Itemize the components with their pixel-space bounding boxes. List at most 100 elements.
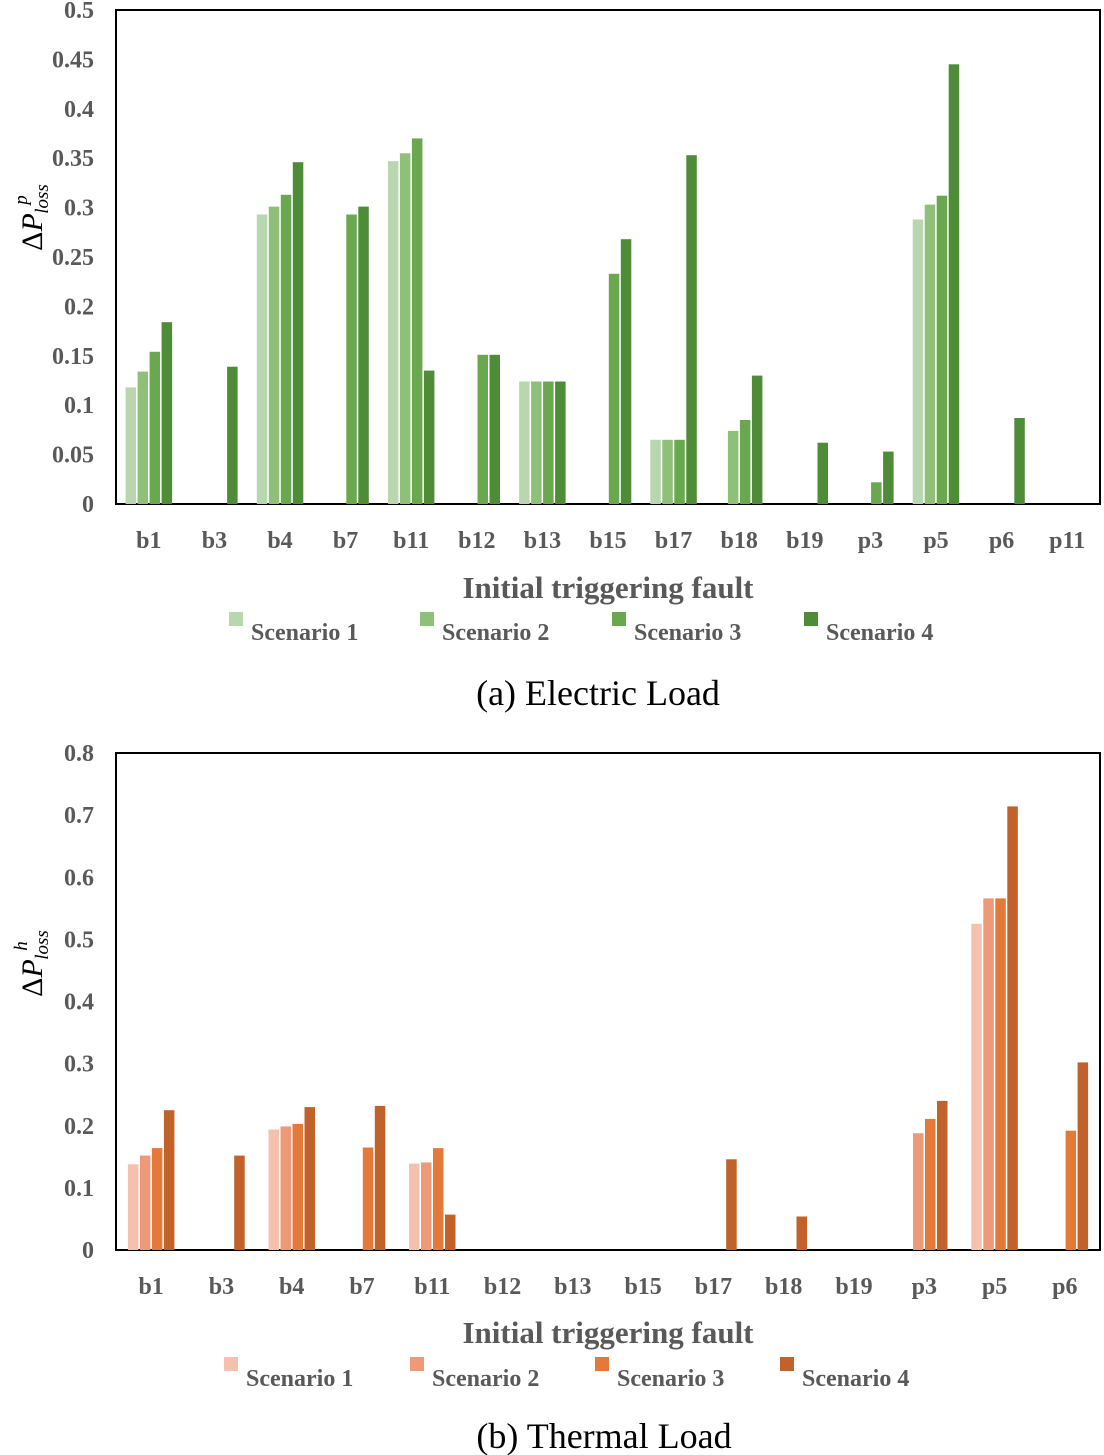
x-category-label: p3 (858, 528, 883, 554)
legend-label: Scenario 1 (246, 1366, 353, 1392)
bar-b12-s3 (477, 354, 488, 504)
thermal-load-chart: 0 0.1 0.2 0.3 0.4 0.5 0.6 0.7 0.8 b1 b3 b4 b7 b11 b12… (11, 741, 1101, 1455)
bar-b7-s3 (346, 214, 357, 504)
bar-b13-s3 (543, 381, 554, 504)
bar-b11-s4 (423, 370, 435, 504)
x-category-label: b4 (267, 528, 292, 554)
y-tick-label: 0.4 (64, 97, 94, 123)
bar-b1-s2 (139, 1155, 151, 1250)
legend-swatch (420, 612, 434, 626)
legend-label: Scenario 4 (802, 1366, 909, 1392)
legend-swatch (410, 1357, 424, 1371)
bar-b4-s2 (280, 1126, 291, 1250)
bar-p5-s1 (912, 219, 924, 504)
bar-p5-s2 (983, 898, 994, 1250)
x-category-label: b18 (765, 1274, 802, 1300)
caption: (a) Electric Load (476, 673, 720, 713)
bar-p5-s4 (948, 64, 960, 505)
bar-b13-s2 (531, 381, 542, 504)
bar-p6-s4 (1077, 1062, 1089, 1250)
bar-b7-s4 (358, 206, 369, 504)
bar-p5-s4 (1007, 806, 1018, 1250)
bar-b1-s2 (137, 371, 149, 504)
x-category-label: b15 (589, 528, 626, 554)
y-axis-label-sup: h (11, 941, 32, 951)
x-category-label: b17 (655, 528, 692, 554)
bar-b7-s4 (374, 1105, 386, 1250)
y-tick-label: 0 (82, 1238, 94, 1264)
bar-b17-s4 (686, 155, 697, 504)
x-category-label: p6 (989, 528, 1014, 554)
bar-b7-s3 (362, 1147, 374, 1250)
legend: Scenario 1 Scenario 2 Scenario 3 Scenario 4 (229, 612, 933, 646)
legend-item: Scenario 4 (780, 1357, 909, 1392)
bar-b4-s3 (292, 1123, 303, 1250)
bar-p5-s1 (971, 923, 982, 1250)
bar-b3-s4 (227, 366, 238, 504)
x-category-label: p6 (1052, 1274, 1077, 1300)
bar-b4-s4 (292, 162, 304, 504)
y-tick-label: 0.05 (52, 443, 94, 469)
legend-label: Scenario 1 (251, 620, 358, 646)
bar-b1-s3 (149, 351, 161, 504)
legend-item: Scenario 3 (595, 1357, 724, 1392)
bar-b17-s4 (726, 1159, 737, 1250)
bar-p6-s4 (1014, 418, 1025, 504)
legend-label: Scenario 3 (634, 620, 741, 646)
x-category-labels: b1 b3 b4 b7 b11 b12 b13 b15 b17 b18 b19 p3 p5 p6 p11 (136, 528, 1085, 554)
y-tick-label: 0.5 (64, 927, 94, 953)
y-tick-label: 0.4 (64, 990, 94, 1016)
bar-p3-s3 (871, 482, 882, 504)
bar-b4-s1 (256, 214, 268, 504)
y-axis-label: ΔP (16, 213, 49, 251)
x-category-label: b4 (279, 1274, 304, 1300)
legend-label: Scenario 2 (442, 620, 549, 646)
bar-b18-s3 (739, 420, 751, 504)
x-category-labels: b1 b3 b4 b7 b11 b12 b13 b15 b17 b18 b19 p3 p5 p6 (138, 1274, 1077, 1300)
bar-layer (125, 64, 1025, 505)
y-tick-label: 0.25 (52, 245, 94, 271)
bar-b1-s1 (125, 387, 137, 504)
legend-item: Scenario 2 (410, 1357, 539, 1392)
bar-b1-s3 (151, 1148, 163, 1250)
bar-b4-s2 (268, 206, 280, 504)
bar-b3-s4 (234, 1155, 245, 1250)
x-category-label: b7 (349, 1274, 374, 1300)
y-tick-label: 0.2 (64, 294, 94, 320)
x-category-label: b1 (138, 1274, 163, 1300)
x-category-label: b11 (393, 528, 429, 554)
legend-item: Scenario 1 (229, 612, 358, 646)
plot-area: 00.050.10.150.20.250.30.350.40.450.5 b1 b… (52, 0, 1101, 554)
bar-b11-s3 (433, 1148, 444, 1250)
x-category-label: p5 (923, 528, 948, 554)
legend-swatch (804, 612, 818, 626)
bar-p6-s3 (1065, 1130, 1077, 1250)
bar-b1-s4 (163, 1110, 175, 1250)
x-category-label: p5 (982, 1274, 1007, 1300)
bar-b11-s4 (445, 1214, 456, 1250)
x-category-label: b19 (835, 1274, 872, 1300)
legend-label: Scenario 4 (826, 620, 933, 646)
bar-b18-s4 (751, 375, 763, 504)
y-axis-label: ΔP (16, 959, 49, 997)
bar-b4-s3 (280, 194, 292, 505)
x-category-label: b17 (695, 1274, 732, 1300)
legend-swatch (224, 1357, 238, 1371)
bar-b11-s2 (399, 153, 411, 505)
y-tick-label: 0.5 (64, 0, 94, 24)
y-tick-label: 0.1 (64, 393, 94, 419)
bar-b11-s1 (409, 1163, 420, 1250)
y-axis-label-sup: p (11, 195, 32, 207)
legend-item: Scenario 2 (420, 612, 549, 646)
x-category-label: p11 (1049, 528, 1085, 554)
bar-layer (127, 806, 1089, 1250)
electric-load-chart: 00.050.10.150.20.250.30.350.40.450.5 b1 b… (11, 0, 1101, 713)
legend-label: Scenario 3 (617, 1366, 724, 1392)
x-category-label: b15 (624, 1274, 661, 1300)
x-axis-title: Initial triggering fault (462, 570, 754, 605)
y-tick-label: 0.3 (64, 196, 94, 222)
bar-b11-s2 (421, 1162, 432, 1250)
bar-b11-s1 (387, 161, 399, 504)
x-category-label: b7 (333, 528, 358, 554)
bar-b13-s1 (519, 381, 530, 504)
